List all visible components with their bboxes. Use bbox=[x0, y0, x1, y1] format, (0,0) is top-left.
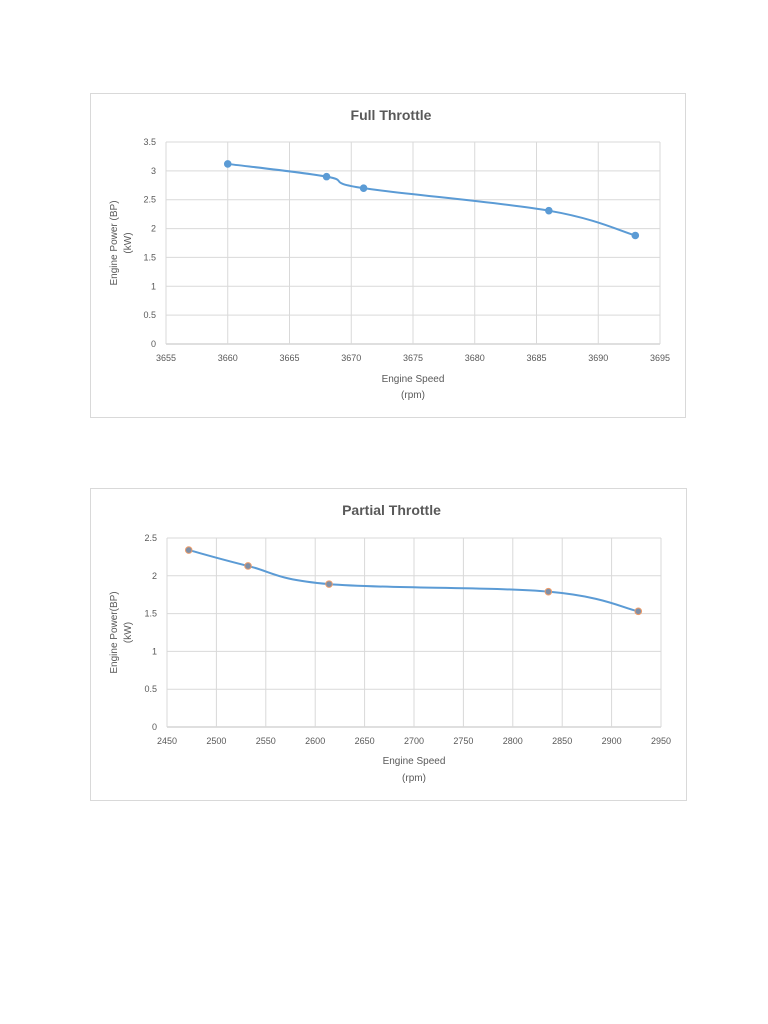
data-line bbox=[227, 162, 636, 237]
svg-text:3695: 3695 bbox=[650, 353, 670, 363]
y-axis-unit: (kW) bbox=[123, 232, 134, 253]
svg-text:3670: 3670 bbox=[341, 353, 361, 363]
svg-text:1.5: 1.5 bbox=[143, 252, 156, 262]
data-point bbox=[244, 562, 252, 570]
chart-title: Partial Throttle bbox=[342, 502, 441, 518]
svg-text:2950: 2950 bbox=[651, 736, 671, 746]
svg-text:3685: 3685 bbox=[526, 353, 546, 363]
svg-text:2750: 2750 bbox=[453, 736, 473, 746]
svg-text:2800: 2800 bbox=[503, 736, 523, 746]
svg-text:3665: 3665 bbox=[279, 353, 299, 363]
data-point bbox=[544, 587, 553, 596]
svg-text:3680: 3680 bbox=[465, 353, 485, 363]
data-point bbox=[545, 206, 553, 215]
full-throttle-plot: Full Throttle 0 0.5 1 1.5 2 2.5 3 3.5 3655 3660 366… bbox=[109, 107, 670, 401]
x-axis-label: Engine Speed bbox=[383, 756, 446, 767]
svg-text:0.5: 0.5 bbox=[143, 310, 156, 320]
svg-text:2.5: 2.5 bbox=[143, 195, 156, 205]
svg-text:3690: 3690 bbox=[588, 353, 608, 363]
data-markers bbox=[184, 546, 643, 616]
x-axis-ticks: 3655 3660 3665 3670 3675 3680 3685 3690 3695 bbox=[156, 353, 670, 363]
chart-title: Full Throttle bbox=[351, 107, 432, 123]
x-axis-ticks: 2450 2500 2550 2600 2650 2700 2750 2800 2850 2900… bbox=[157, 736, 671, 746]
x-axis-label: Engine Speed bbox=[382, 374, 445, 385]
svg-text:3675: 3675 bbox=[403, 353, 423, 363]
svg-text:2500: 2500 bbox=[206, 736, 226, 746]
svg-text:3: 3 bbox=[151, 166, 156, 176]
svg-text:3660: 3660 bbox=[218, 353, 238, 363]
y-axis-unit: (kW) bbox=[123, 622, 134, 643]
svg-text:2850: 2850 bbox=[552, 736, 572, 746]
data-point bbox=[184, 546, 193, 554]
partial-throttle-chart: Partial Throttle 0 0.5 1 1.5 2 2.5 2450 2500 2550… bbox=[90, 488, 687, 801]
svg-text:0.5: 0.5 bbox=[144, 684, 157, 694]
data-point bbox=[223, 160, 232, 168]
y-axis-label: Engine Power(BP) bbox=[109, 591, 120, 673]
svg-text:2: 2 bbox=[152, 571, 157, 581]
data-point bbox=[325, 580, 333, 588]
data-point bbox=[631, 231, 640, 240]
svg-text:2600: 2600 bbox=[305, 736, 325, 746]
y-axis-ticks: 0 0.5 1 1.5 2 2.5 3 3.5 bbox=[143, 137, 156, 349]
full-throttle-chart: Full Throttle 0 0.5 1 1.5 2 2.5 3 3.5 3655 3660 366… bbox=[90, 93, 686, 418]
partial-throttle-plot: Partial Throttle 0 0.5 1 1.5 2 2.5 2450 2500 2550… bbox=[109, 502, 671, 784]
data-point bbox=[359, 184, 368, 192]
data-point bbox=[322, 172, 331, 181]
svg-text:2450: 2450 bbox=[157, 736, 177, 746]
gridlines bbox=[165, 141, 661, 345]
x-axis-unit: (rpm) bbox=[401, 390, 425, 401]
svg-text:0: 0 bbox=[151, 339, 156, 349]
svg-text:1: 1 bbox=[152, 646, 157, 656]
data-line bbox=[188, 549, 639, 613]
svg-text:3.5: 3.5 bbox=[143, 137, 156, 147]
x-axis-unit: (rpm) bbox=[402, 773, 426, 784]
svg-text:1.5: 1.5 bbox=[144, 609, 157, 619]
y-axis-ticks: 0 0.5 1 1.5 2 2.5 bbox=[144, 533, 157, 732]
svg-text:2700: 2700 bbox=[404, 736, 424, 746]
svg-text:2550: 2550 bbox=[256, 736, 276, 746]
data-markers bbox=[223, 160, 640, 240]
svg-text:2.5: 2.5 bbox=[144, 533, 157, 543]
gridlines bbox=[166, 537, 662, 728]
y-axis-label: Engine Power (BP) bbox=[109, 200, 120, 285]
svg-text:2900: 2900 bbox=[602, 736, 622, 746]
svg-text:3655: 3655 bbox=[156, 353, 176, 363]
svg-text:2: 2 bbox=[151, 224, 156, 234]
data-point bbox=[634, 607, 643, 616]
svg-text:0: 0 bbox=[152, 722, 157, 732]
svg-text:1: 1 bbox=[151, 281, 156, 291]
svg-text:2650: 2650 bbox=[355, 736, 375, 746]
